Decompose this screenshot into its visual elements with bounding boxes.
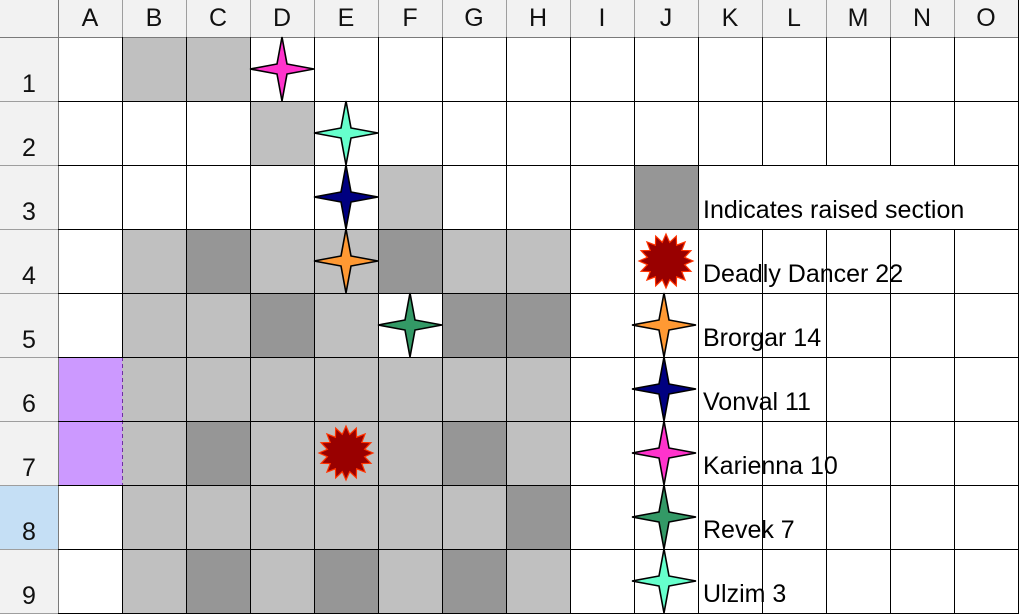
raised-cell-dark-c9[interactable] [186,549,250,613]
column-header-j[interactable]: J [634,0,698,37]
raised-cell-dark-h8[interactable] [506,485,570,549]
raised-cell-e5[interactable] [314,293,378,357]
raised-cell-g8[interactable] [442,485,506,549]
column-header-d[interactable]: D [250,0,314,37]
raised-cell-b4[interactable] [122,229,186,293]
row-header-7[interactable]: 7 [0,421,58,485]
raised-cell-c8[interactable] [186,485,250,549]
star-navy-icon [313,164,379,230]
raised-cell-f7[interactable] [378,421,442,485]
legend-label: Vonval 11 [703,388,811,416]
raised-cell-b7[interactable] [122,421,186,485]
raised-cell-e6[interactable] [314,357,378,421]
raised-cell-dark-h5[interactable] [506,293,570,357]
raised-cell-dark-c7[interactable] [186,421,250,485]
column-header-n[interactable]: N [890,0,954,37]
raised-cell-d7[interactable] [250,421,314,485]
raised-cell-dark-g7[interactable] [442,421,506,485]
raised-cell-h4[interactable] [506,229,570,293]
raised-cell-d8[interactable] [250,485,314,549]
star-magenta-icon [249,36,315,102]
star-magenta-legend-icon [631,420,697,486]
raised-cell-dark-g9[interactable] [442,549,506,613]
row-header-4[interactable]: 4 [0,229,58,293]
column-header-g[interactable]: G [442,0,506,37]
star-aquamarine-icon [313,100,379,166]
raised-cell-d2[interactable] [250,101,314,165]
select-all-corner[interactable] [0,0,58,37]
legend-label: Brorgar 14 [703,324,822,352]
raised-cell-h9[interactable] [506,549,570,613]
column-header-b[interactable]: B [122,0,186,37]
column-header-o[interactable]: O [954,0,1018,37]
row-header-8[interactable]: 8 [0,485,58,549]
raised-cell-c5[interactable] [186,293,250,357]
legend-label: Ulzim 3 [703,580,787,608]
burst-red-icon [317,424,375,482]
raised-cell-f9[interactable] [378,549,442,613]
raised-cell-dark-c4[interactable] [186,229,250,293]
raised-cell-d4[interactable] [250,229,314,293]
legend-label: Revek 7 [703,516,795,544]
star-aquamarine-legend-icon [631,548,697,614]
column-header-m[interactable]: M [826,0,890,37]
raised-cell-d6[interactable] [250,357,314,421]
star-green-icon [377,292,443,358]
raised-cell-c6[interactable] [186,357,250,421]
legend-label: Karienna 10 [703,452,838,480]
raised-cell-h7[interactable] [506,421,570,485]
column-header-c[interactable]: C [186,0,250,37]
row-header-9[interactable]: 9 [0,549,58,613]
column-header-f[interactable]: F [378,0,442,37]
raised-cell-f6[interactable] [378,357,442,421]
raised-cell-dark-g5[interactable] [442,293,506,357]
raised-cell-dark-e9[interactable] [314,549,378,613]
raised-cell-h6[interactable] [506,357,570,421]
column-header-i[interactable]: I [570,0,634,37]
star-green-legend-icon [631,484,697,550]
column-header-k[interactable]: K [698,0,762,37]
column-header-e[interactable]: E [314,0,378,37]
legend-raised-label: Indicates raised section [703,196,965,224]
star-orange-icon [313,228,379,294]
star-orange-legend-icon [631,292,697,358]
raised-cell-f8[interactable] [378,485,442,549]
column-header-l[interactable]: L [762,0,826,37]
column-header-h[interactable]: H [506,0,570,37]
raised-cell-g6[interactable] [442,357,506,421]
star-navy-legend-icon [631,356,697,422]
legend-raised-swatch [634,165,698,229]
row-header-3[interactable]: 3 [0,165,58,229]
row-header-1[interactable]: 1 [0,37,58,101]
raised-cell-b1[interactable] [122,37,186,101]
burst-red-legend-icon [637,232,695,290]
raised-cell-b6[interactable] [122,357,186,421]
raised-cell-b8[interactable] [122,485,186,549]
raised-cell-c1[interactable] [186,37,250,101]
raised-cell-dark-f4[interactable] [378,229,442,293]
raised-cell-e8[interactable] [314,485,378,549]
highlighted-cell-a6[interactable] [58,357,122,421]
row-header-6[interactable]: 6 [0,357,58,421]
raised-cell-dark-d5[interactable] [250,293,314,357]
raised-cell-b5[interactable] [122,293,186,357]
row-header-2[interactable]: 2 [0,101,58,165]
raised-cell-d9[interactable] [250,549,314,613]
raised-cell-f3[interactable] [378,165,442,229]
raised-cell-g4[interactable] [442,229,506,293]
raised-cell-b9[interactable] [122,549,186,613]
column-header-a[interactable]: A [58,0,122,37]
legend-label: Deadly Dancer 22 [703,260,904,288]
highlighted-cell-a7[interactable] [58,421,122,485]
row-header-5[interactable]: 5 [0,293,58,357]
